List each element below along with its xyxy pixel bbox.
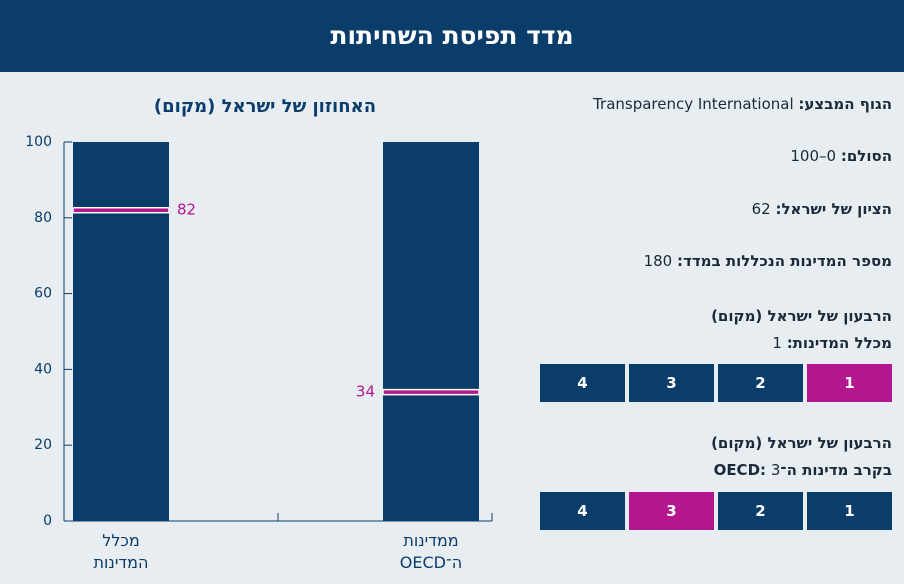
quartile-box: 2 xyxy=(718,492,803,530)
percentile-marker xyxy=(72,206,170,214)
value: 1 xyxy=(772,334,782,352)
info-scale: הסולם: 0–100 xyxy=(532,147,892,165)
quartile-box: 4 xyxy=(540,364,625,402)
quartile-box: 4 xyxy=(540,492,625,530)
info-quartile-all: הרבעון של ישראל (מקום) מכלל המדינות: 1 xyxy=(532,303,892,357)
value: 3 xyxy=(770,461,781,479)
label: מספר המדינות הנכללות במדד: xyxy=(677,252,892,270)
quartile-box: 1 xyxy=(807,492,892,530)
x-tick-label: מכלל המדינות xyxy=(93,531,149,572)
value: 180 xyxy=(643,252,673,270)
label: הציון של ישראל: xyxy=(775,200,892,218)
x-tick-label: ממדינות ה־OECD xyxy=(399,531,463,572)
info-agency: הגוף המבצע: Transparency International xyxy=(532,95,892,113)
info-score: הציון של ישראל: 62 xyxy=(532,200,892,218)
info-countries: מספר המדינות הנכללות במדד: 180 xyxy=(532,252,892,270)
value-label: 34 xyxy=(356,383,375,401)
label: בקרב מדינות ה־OECD: xyxy=(713,461,892,479)
quartile-box: 3 xyxy=(629,492,714,530)
y-tick-label: 100 xyxy=(25,134,52,150)
y-tick-label: 60 xyxy=(34,286,52,302)
value-label: 82 xyxy=(177,201,196,219)
y-tick-label: 80 xyxy=(34,210,52,226)
chart-title: האחוזון של ישראל (מקום) xyxy=(154,96,376,117)
value: 0–100 xyxy=(790,147,837,165)
label: הסולם: xyxy=(840,147,892,165)
value: 62 xyxy=(751,200,771,218)
y-tick-label: 40 xyxy=(34,361,52,377)
quartile-box: 2 xyxy=(718,364,803,402)
y-tick-label: 0 xyxy=(43,513,52,529)
heading: הרבעון של ישראל (מקום) xyxy=(711,307,892,325)
header-title: מדד תפיסת השחיתות xyxy=(0,0,904,72)
y-tick-label: 20 xyxy=(34,437,52,453)
quartile-box: 1 xyxy=(807,364,892,402)
value: Transparency International xyxy=(593,95,794,113)
info-quartile-oecd: הרבעון של ישראל (מקום) בקרב מדינות ה־OECD… xyxy=(532,430,892,484)
label: הגוף המבצע: xyxy=(798,95,892,113)
label: מכלל המדינות: xyxy=(786,334,892,352)
percentile-marker xyxy=(382,388,480,396)
bar-background xyxy=(383,142,479,521)
quartile-box: 3 xyxy=(629,364,714,402)
bar-background xyxy=(73,142,169,521)
heading: הרבעון של ישראל (מקום) xyxy=(711,434,892,452)
